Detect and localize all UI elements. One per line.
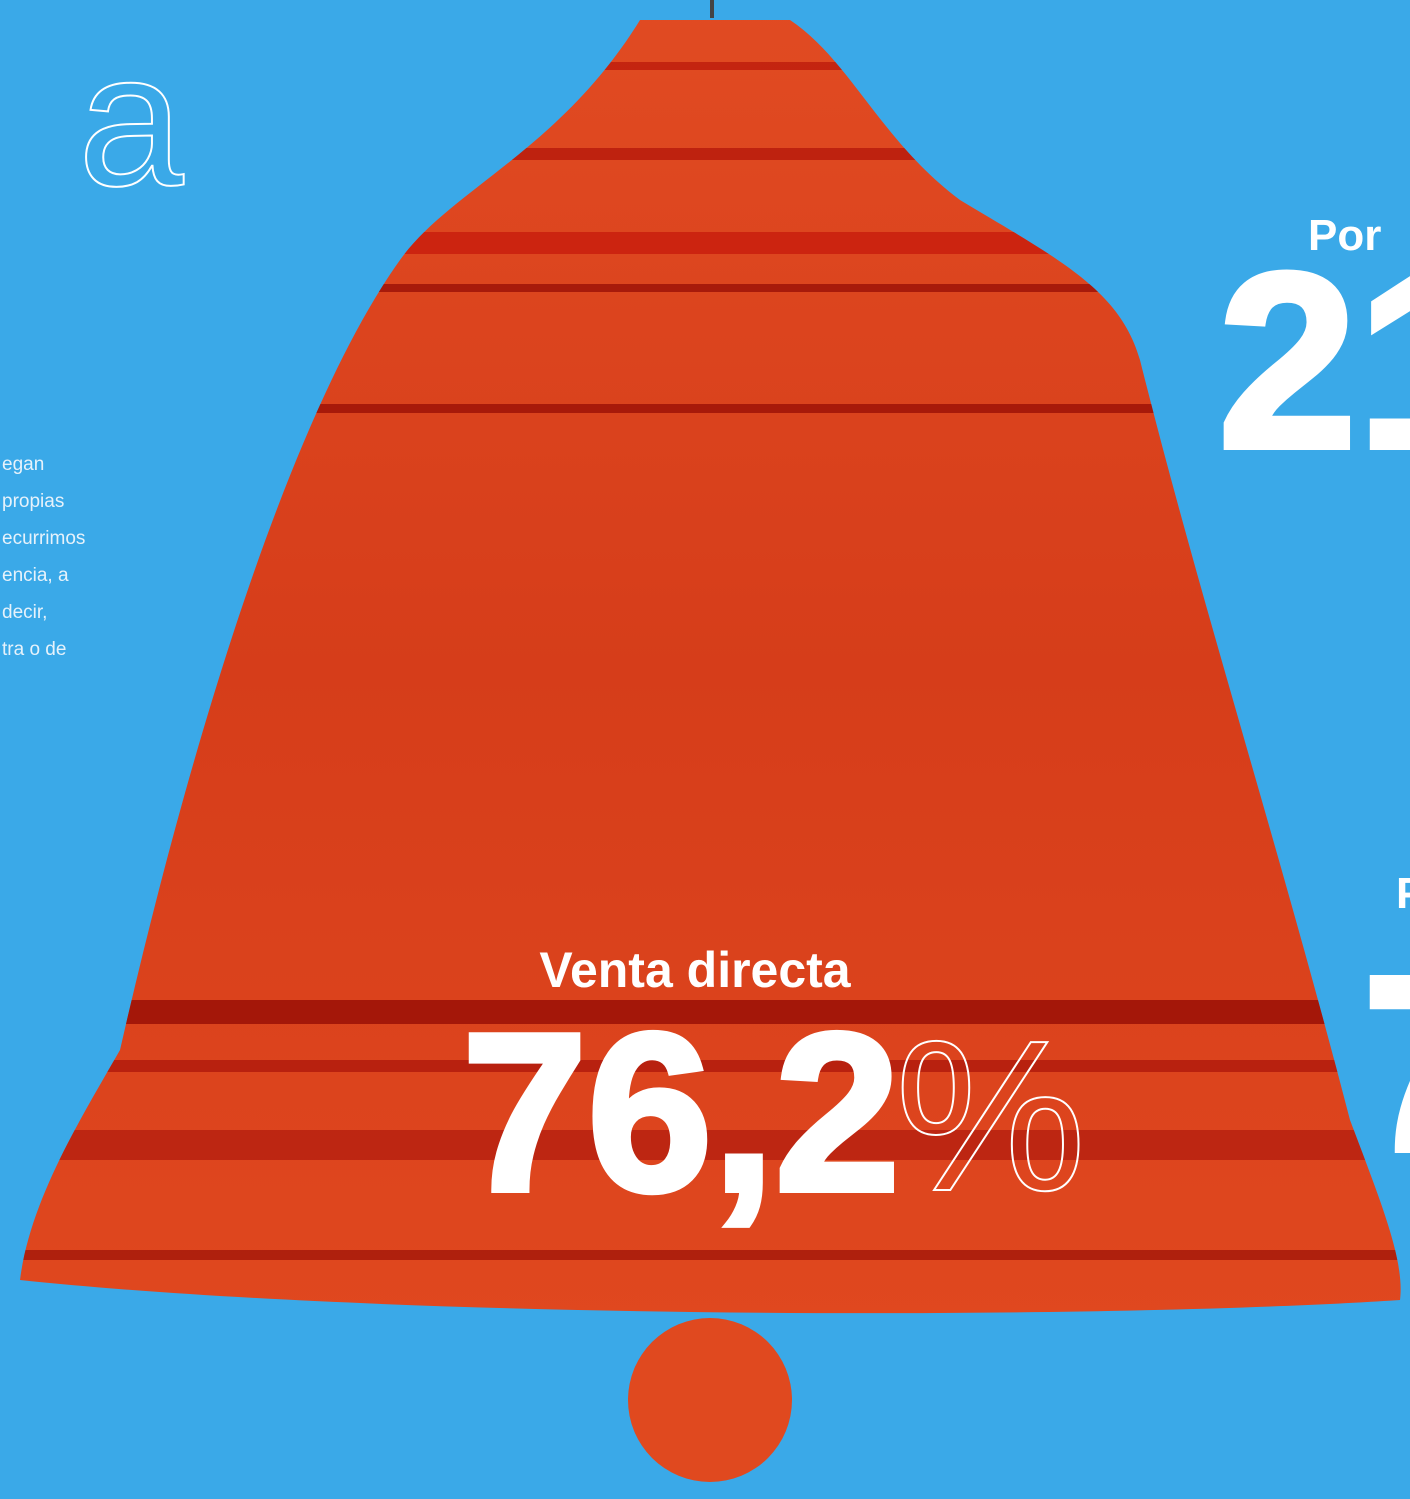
stripe xyxy=(20,1130,1401,1160)
stat-unit: % xyxy=(895,995,1086,1236)
heading-fragment: a xyxy=(78,14,184,226)
stripe xyxy=(20,62,1401,70)
stripe xyxy=(20,1250,1401,1260)
stat-label: Por xyxy=(1308,211,1381,260)
stripe xyxy=(20,1060,1401,1072)
stat-value: 21 xyxy=(1218,221,1410,500)
paragraph-line: ecurrimos xyxy=(2,528,85,549)
stat-label: Venta directa xyxy=(539,942,851,998)
stripe xyxy=(20,404,1401,413)
stripe xyxy=(20,1000,1401,1024)
paragraph-line: tra o de xyxy=(2,639,66,660)
bell-clapper xyxy=(628,1318,792,1482)
paragraph-line: encia, a xyxy=(2,565,69,586)
stat-label: P xyxy=(1396,869,1410,918)
paragraph: egan propias ecurrimos encia, a decir, t… xyxy=(2,454,85,660)
paragraph-line: propias xyxy=(2,491,64,512)
stripe xyxy=(20,284,1401,292)
paragraph-line: egan xyxy=(2,454,44,475)
stat-value: 76,2 xyxy=(462,986,900,1238)
paragraph-line: decir, xyxy=(2,602,47,623)
stat-value: 7 xyxy=(1362,924,1410,1203)
